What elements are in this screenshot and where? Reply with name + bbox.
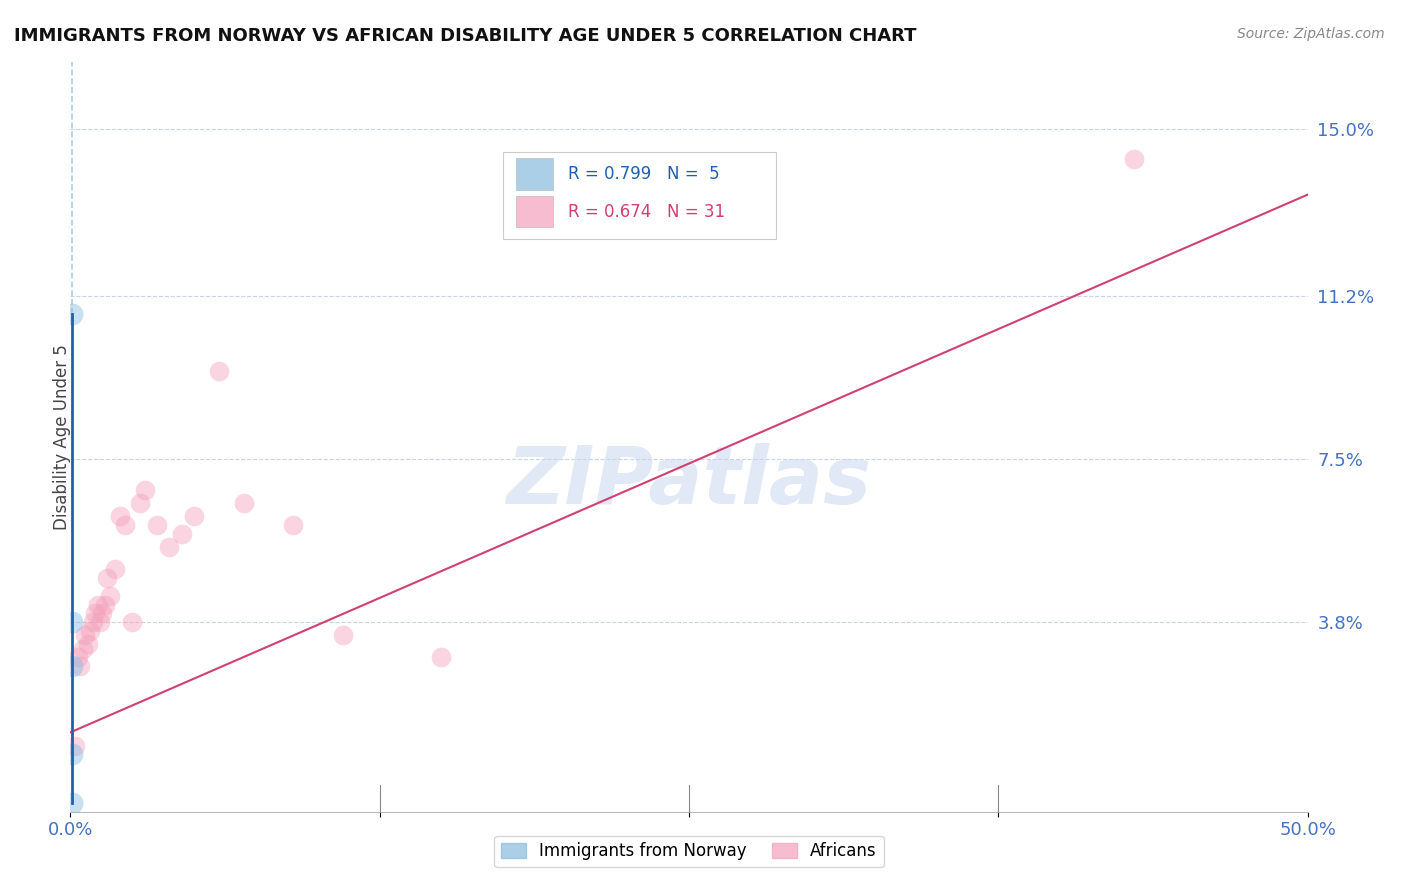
Point — [108, 509, 131, 524]
Text: R = 0.674   N = 31: R = 0.674 N = 31 — [568, 202, 725, 220]
Text: ZIPatlas: ZIPatlas — [506, 443, 872, 521]
Point — [170, 527, 193, 541]
Point — [121, 615, 143, 630]
Point — [157, 541, 180, 555]
Point — [96, 571, 118, 585]
Point — [114, 518, 136, 533]
Point — [332, 628, 354, 642]
Point — [281, 518, 304, 533]
Point — [60, 659, 83, 673]
Point — [128, 496, 150, 510]
Point — [208, 364, 231, 378]
Point — [134, 483, 156, 497]
Text: Source: ZipAtlas.com: Source: ZipAtlas.com — [1237, 27, 1385, 41]
Text: R = 0.799   N =  5: R = 0.799 N = 5 — [568, 165, 720, 183]
Point — [104, 562, 127, 576]
Point — [183, 509, 205, 524]
Point — [91, 607, 114, 621]
Point — [86, 598, 108, 612]
Point — [75, 628, 97, 642]
Point — [66, 650, 89, 665]
Legend: Immigrants from Norway, Africans: Immigrants from Norway, Africans — [495, 836, 883, 867]
Point — [76, 637, 98, 651]
Text: IMMIGRANTS FROM NORWAY VS AFRICAN DISABILITY AGE UNDER 5 CORRELATION CHART: IMMIGRANTS FROM NORWAY VS AFRICAN DISABI… — [14, 27, 917, 45]
Point — [146, 518, 169, 533]
Point — [1123, 153, 1146, 167]
Point — [60, 615, 83, 630]
Point — [89, 615, 111, 630]
FancyBboxPatch shape — [503, 153, 776, 238]
Point — [79, 624, 101, 638]
Point — [60, 747, 83, 762]
Point — [82, 615, 104, 630]
Bar — [516, 159, 553, 190]
Point — [84, 607, 107, 621]
Point — [232, 496, 254, 510]
Point — [65, 739, 87, 753]
Point — [430, 650, 453, 665]
Point — [60, 796, 83, 810]
Y-axis label: Disability Age Under 5: Disability Age Under 5 — [53, 344, 70, 530]
Point — [69, 659, 91, 673]
Point — [72, 641, 94, 656]
Bar — [516, 196, 553, 227]
Point — [98, 589, 121, 603]
Point — [94, 598, 117, 612]
Point — [60, 307, 83, 321]
